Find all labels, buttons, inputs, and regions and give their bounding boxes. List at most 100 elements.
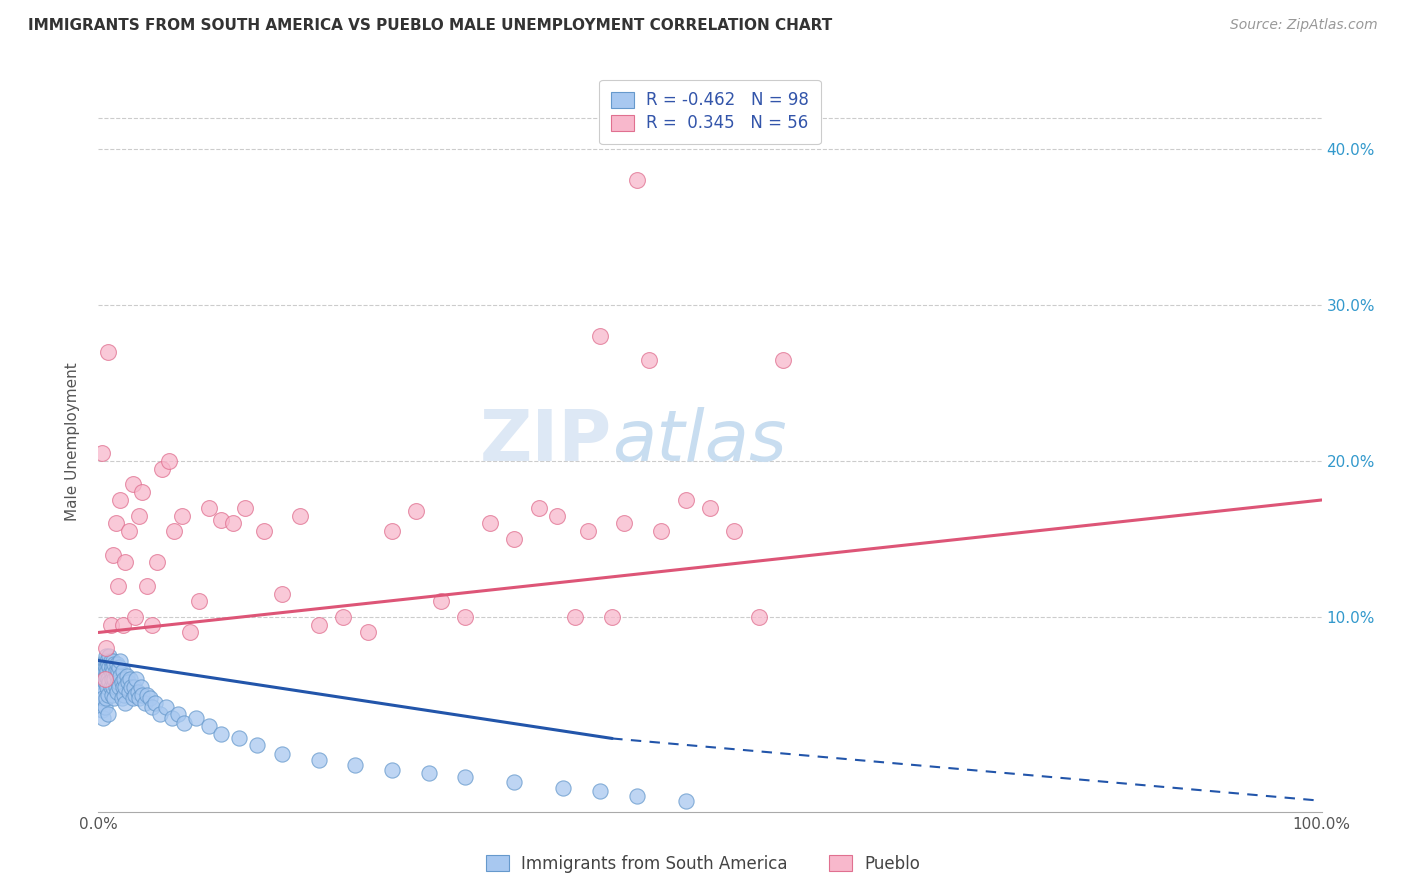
Point: [104, 516, 127, 531]
Point: [101, 680, 124, 694]
Point: [110, 654, 132, 668]
Point: [111, 675, 134, 690]
Point: [100, 654, 122, 668]
Point: [187, 594, 209, 608]
Point: [91, 657, 114, 671]
Point: [93, 672, 115, 686]
Point: [94, 659, 117, 673]
Point: [503, 532, 526, 546]
Point: [405, 504, 427, 518]
Point: [589, 329, 612, 343]
Point: [246, 738, 269, 752]
Point: [91, 690, 114, 705]
Point: [101, 665, 124, 679]
Point: [270, 586, 294, 600]
Point: [675, 493, 697, 508]
Point: [117, 675, 139, 690]
Point: [418, 765, 440, 780]
Point: [108, 659, 131, 673]
Point: [121, 690, 143, 705]
Point: [105, 657, 128, 671]
Point: [564, 610, 586, 624]
Point: [91, 446, 114, 460]
Point: [90, 672, 112, 686]
Point: [93, 675, 115, 690]
Point: [97, 688, 120, 702]
Legend: Immigrants from South America, Pueblo: Immigrants from South America, Pueblo: [479, 848, 927, 880]
Point: [101, 659, 124, 673]
Point: [723, 524, 745, 538]
Point: [93, 665, 115, 679]
Point: [107, 665, 129, 679]
Point: [98, 648, 121, 663]
Point: [128, 508, 150, 523]
Point: [143, 696, 166, 710]
Point: [270, 747, 294, 761]
Point: [111, 617, 134, 632]
Point: [108, 680, 131, 694]
Point: [110, 493, 132, 508]
Point: [124, 688, 146, 702]
Point: [111, 680, 134, 694]
Point: [121, 477, 143, 491]
Point: [104, 665, 127, 679]
Text: IMMIGRANTS FROM SOUTH AMERICA VS PUEBLO MALE UNEMPLOYMENT CORRELATION CHART: IMMIGRANTS FROM SOUTH AMERICA VS PUEBLO …: [28, 18, 832, 33]
Point: [110, 669, 132, 683]
Point: [127, 684, 149, 698]
Point: [197, 500, 219, 515]
Point: [139, 690, 162, 705]
Point: [125, 672, 148, 686]
Point: [122, 680, 145, 694]
Text: atlas: atlas: [612, 407, 787, 476]
Point: [576, 524, 599, 538]
Point: [94, 669, 117, 683]
Point: [131, 688, 153, 702]
Point: [96, 680, 118, 694]
Point: [90, 696, 112, 710]
Point: [107, 675, 129, 690]
Point: [118, 524, 141, 538]
Point: [120, 672, 142, 686]
Point: [209, 513, 232, 527]
Point: [115, 669, 138, 683]
Point: [332, 610, 354, 624]
Point: [209, 727, 232, 741]
Point: [170, 508, 193, 523]
Point: [589, 784, 612, 798]
Point: [111, 665, 134, 679]
Point: [94, 641, 117, 656]
Point: [613, 516, 636, 531]
Point: [136, 579, 159, 593]
Point: [93, 700, 115, 714]
Text: Source: ZipAtlas.com: Source: ZipAtlas.com: [1230, 18, 1378, 32]
Point: [107, 579, 129, 593]
Point: [105, 684, 128, 698]
Point: [675, 794, 697, 808]
Point: [118, 684, 141, 698]
Point: [157, 454, 180, 468]
Point: [100, 617, 122, 632]
Point: [101, 688, 124, 702]
Point: [105, 669, 128, 683]
Point: [163, 524, 186, 538]
Point: [98, 675, 121, 690]
Point: [626, 789, 648, 804]
Point: [553, 781, 575, 796]
Point: [114, 555, 136, 569]
Point: [114, 680, 136, 694]
Point: [91, 711, 114, 725]
Point: [91, 680, 114, 694]
Point: [103, 672, 125, 686]
Point: [91, 665, 114, 679]
Point: [233, 500, 256, 515]
Point: [94, 648, 117, 663]
Point: [197, 719, 219, 733]
Point: [146, 555, 169, 569]
Point: [546, 508, 568, 523]
Point: [308, 617, 330, 632]
Point: [478, 516, 501, 531]
Point: [149, 706, 172, 721]
Point: [120, 680, 142, 694]
Point: [381, 763, 404, 777]
Point: [101, 654, 124, 668]
